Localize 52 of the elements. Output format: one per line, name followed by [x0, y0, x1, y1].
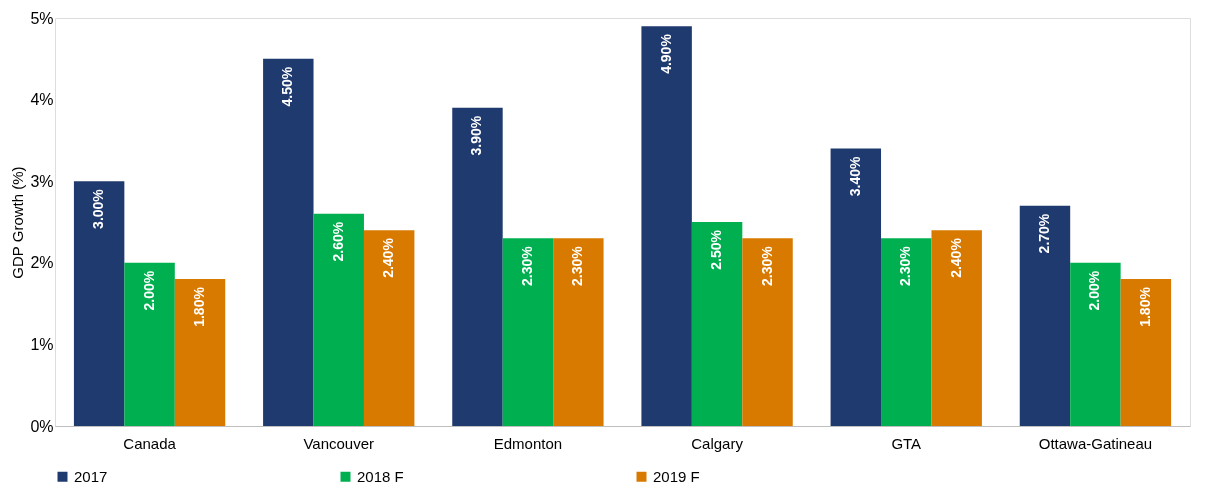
legend-label: 2019 F [653, 467, 700, 485]
data-label: 4.90% [657, 33, 674, 74]
data-label: 4.50% [279, 66, 296, 107]
bar [742, 238, 793, 426]
x-tick-label: Edmonton [493, 434, 563, 452]
bar [124, 262, 175, 426]
data-label: 2.00% [140, 270, 157, 311]
x-tick-label: Vancouver [303, 434, 375, 452]
x-tick-label: GTA [891, 434, 922, 452]
bar [363, 230, 415, 426]
data-label: 2.00% [1086, 270, 1103, 311]
data-label: 2.40% [947, 237, 964, 278]
data-label: 2.30% [897, 245, 914, 287]
bar [1070, 262, 1121, 426]
bar [174, 279, 226, 426]
y-tick-label: 1% [30, 335, 54, 353]
data-label: 2.30% [518, 245, 535, 287]
data-label: 2.30% [758, 245, 775, 287]
data-label: 3.00% [90, 188, 107, 229]
bar [691, 222, 743, 426]
bar [452, 107, 503, 426]
data-label: 2.30% [569, 245, 586, 287]
y-tick-label: 2% [30, 254, 54, 272]
legend-label: 2017 [74, 467, 108, 485]
bar [881, 238, 932, 426]
y-tick-label: 5% [30, 9, 54, 27]
data-label: 2.60% [329, 221, 346, 262]
bar [931, 230, 982, 426]
x-tick-label: Ottawa-Gatineau [1038, 434, 1153, 452]
data-label: 3.40% [846, 156, 863, 197]
x-tick-label: Calgary [691, 434, 744, 452]
data-label: 2.40% [380, 237, 397, 278]
y-tick-label: 4% [30, 91, 54, 109]
data-label: 1.80% [1136, 286, 1153, 327]
bar [263, 58, 314, 426]
bar [1019, 205, 1071, 426]
data-label: 1.80% [191, 286, 208, 327]
bar [830, 148, 882, 426]
y-axis-title: GDP Growth (%) [9, 166, 27, 279]
y-tick-label: 3% [30, 172, 54, 190]
y-tick-label: 0% [30, 417, 54, 435]
bar [313, 213, 364, 426]
bar [553, 238, 604, 426]
data-label: 2.50% [708, 229, 725, 270]
bar [641, 26, 692, 426]
bar [73, 181, 125, 426]
x-tick-label: Canada [123, 434, 177, 452]
data-label: 2.70% [1035, 213, 1052, 254]
legend-label: 2018 F [357, 467, 404, 485]
bar [502, 238, 554, 426]
data-label: 3.90% [468, 115, 485, 156]
bar [1120, 279, 1172, 426]
